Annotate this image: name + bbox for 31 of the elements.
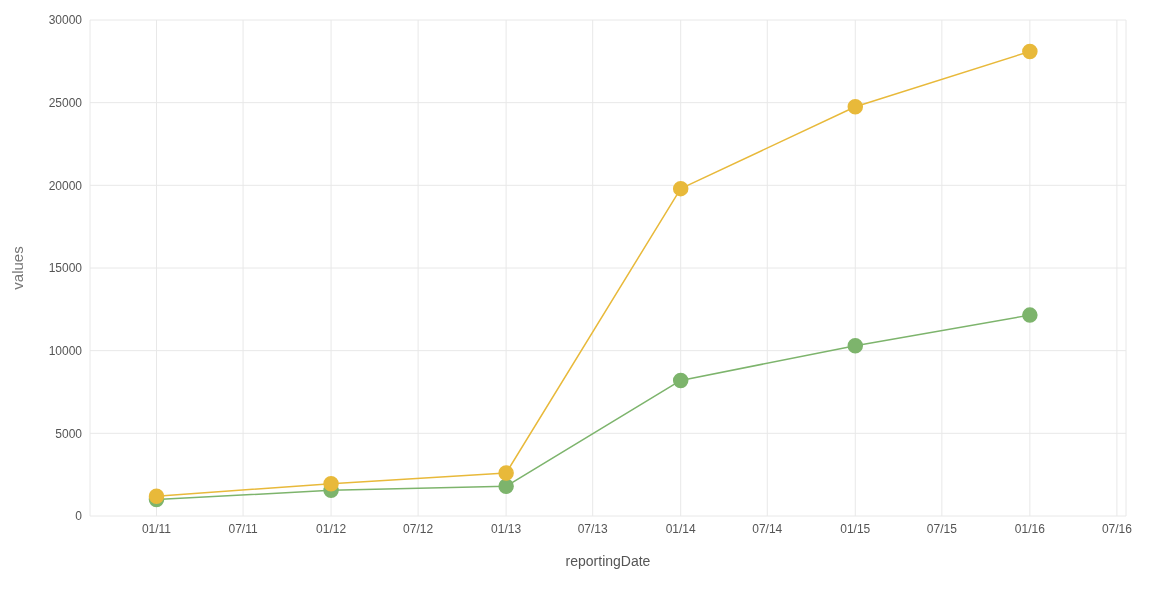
point: [1022, 307, 1038, 323]
x-tick-label: 07/15: [926, 521, 958, 536]
x-tick-label: 07/14: [752, 521, 783, 536]
x-tick-label: 07/11: [228, 521, 258, 536]
point: [672, 180, 689, 197]
x-tick-label: 07/12: [403, 521, 434, 536]
y-tick-label: 10000: [48, 343, 83, 358]
x-tick-label: 01/11: [141, 521, 172, 536]
point: [498, 465, 514, 481]
x-tick-label: 01/14: [665, 521, 697, 536]
point: [847, 99, 864, 115]
x-tick-label: 07/13: [577, 521, 609, 536]
y-tick-label: 15000: [48, 261, 83, 276]
x-tick-label: 01/12: [316, 521, 347, 536]
x-axis-title: reportingDate: [565, 553, 651, 569]
point: [148, 488, 165, 504]
point: [847, 337, 864, 354]
y-tick-label: 0: [75, 509, 83, 524]
point: [672, 372, 689, 389]
y-tick-label: 30000: [48, 13, 83, 28]
point: [498, 478, 514, 494]
y-tick-label: 20000: [48, 178, 83, 193]
y-tick-label: 25000: [48, 95, 83, 110]
y-tick-label: 5000: [55, 426, 83, 441]
x-tick-label: 01/16: [1014, 521, 1046, 536]
x-tick-label: 01/13: [491, 521, 522, 536]
point: [1022, 43, 1038, 60]
point: [323, 476, 339, 492]
x-tick-label: 01/15: [840, 521, 871, 536]
y-axis-title: values: [9, 246, 27, 290]
x-tick-label: 07/16: [1101, 521, 1133, 536]
